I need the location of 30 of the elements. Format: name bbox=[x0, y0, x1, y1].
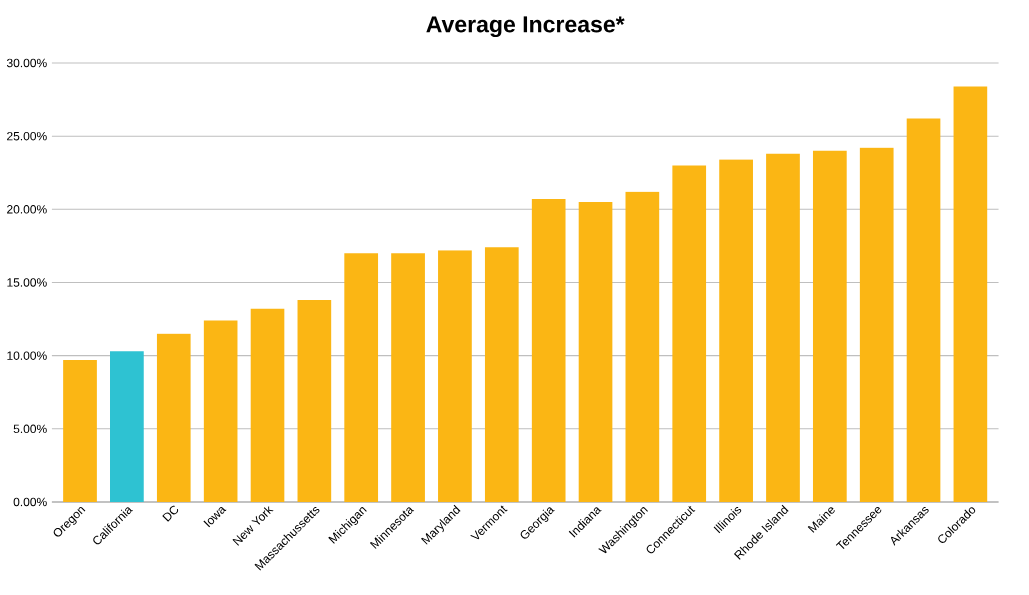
y-tick-label: 15.00% bbox=[7, 278, 47, 287]
bar bbox=[110, 351, 144, 502]
bar bbox=[859, 147, 894, 502]
bar bbox=[203, 320, 238, 502]
y-tick-label: 10.00% bbox=[7, 351, 47, 360]
x-tick-label: DC bbox=[162, 505, 179, 522]
bar bbox=[812, 150, 847, 502]
bar bbox=[625, 191, 660, 502]
bar bbox=[344, 253, 379, 502]
bar bbox=[953, 86, 988, 502]
bar bbox=[906, 118, 941, 502]
y-tick-label: 25.00% bbox=[7, 131, 47, 141]
bar bbox=[156, 333, 191, 502]
bar bbox=[438, 250, 472, 502]
y-tick-label: 30.00% bbox=[6, 58, 47, 68]
y-tick-label: 5.00% bbox=[13, 424, 47, 434]
chart-title: Average Increase* bbox=[426, 16, 625, 38]
bar bbox=[719, 159, 753, 502]
y-tick-label: 20.00% bbox=[7, 205, 47, 214]
bar bbox=[578, 202, 613, 502]
bar bbox=[672, 165, 707, 502]
y-tick-label: 0.00% bbox=[13, 497, 47, 507]
bar bbox=[63, 360, 97, 502]
bar bbox=[531, 199, 566, 502]
x-tick-label: Iowa bbox=[203, 507, 227, 528]
bar bbox=[297, 300, 332, 502]
bar bbox=[766, 153, 800, 502]
bar bbox=[391, 253, 425, 502]
bar bbox=[484, 247, 519, 502]
bar bbox=[250, 308, 285, 502]
